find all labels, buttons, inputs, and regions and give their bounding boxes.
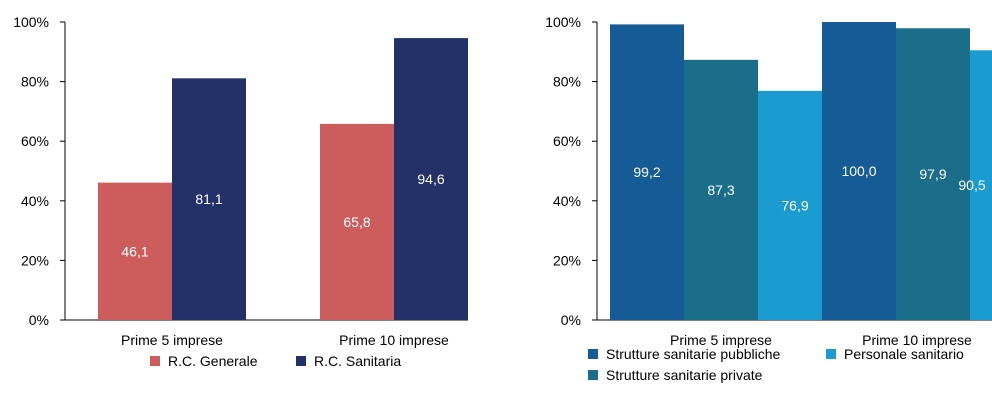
x-category-label: Prime 5 imprese [121,332,223,348]
bar-value-label: 100,0 [841,163,876,179]
legend-swatch-2-3 [826,349,836,359]
legend-swatch-2-1 [588,349,598,359]
legend-label-2-1: Strutture sanitarie pubbliche [606,346,781,362]
bar-2-1-1 [610,24,684,320]
bar-1-1-1 [98,182,172,320]
bar-value-label: 99,2 [633,164,660,180]
legend-label-2-3: Personale sanitario [844,346,964,362]
bar-2-2-3 [970,50,992,321]
y-tick-label-1: 0% [29,312,49,328]
bar-2-1-2 [684,59,758,320]
legend-swatch-1-1 [150,356,160,366]
bar-1-2-2 [394,38,468,320]
y-tick-label-2: 40% [553,193,581,209]
bar-value-label: 97,9 [919,166,946,182]
x-category-label: Prime 10 imprese [862,332,972,348]
bar-value-label: 90,5 [958,177,985,193]
y-tick-label-1: 20% [21,252,49,268]
y-tick-label-1: 80% [21,74,49,90]
bar-1-1-2 [172,78,246,321]
y-tick-label-2: 60% [553,133,581,149]
bar-1-2-1 [320,123,394,320]
legend-label-1-1: R.C. Generale [168,353,258,369]
bar-2-2-1 [822,22,896,320]
bar-value-label: 76,9 [781,197,808,213]
bar-value-label: 87,3 [707,182,734,198]
bar-2-2-2 [896,28,970,321]
y-tick-label-2: 20% [553,252,581,268]
legend-label-2-2: Strutture sanitarie private [606,367,763,383]
y-tick-label-2: 80% [553,74,581,90]
bar-2-1-3 [758,90,832,320]
bar-value-label: 46,1 [121,243,148,259]
legend-label-1-2: R.C. Sanitaria [314,353,401,369]
bar-value-label: 81,1 [195,191,222,207]
y-tick-label-2: 100% [545,14,581,30]
y-tick-label-1: 60% [21,133,49,149]
legend-swatch-2-2 [588,370,598,380]
legend-swatch-1-2 [296,356,306,366]
y-tick-label-1: 40% [21,193,49,209]
bar-value-label: 65,8 [343,214,370,230]
y-tick-label-1: 100% [13,14,49,30]
y-tick-label-2: 0% [561,312,581,328]
bar-value-label: 94,6 [417,171,444,187]
x-category-label: Prime 10 imprese [339,332,449,348]
x-category-label: Prime 5 imprese [670,332,772,348]
